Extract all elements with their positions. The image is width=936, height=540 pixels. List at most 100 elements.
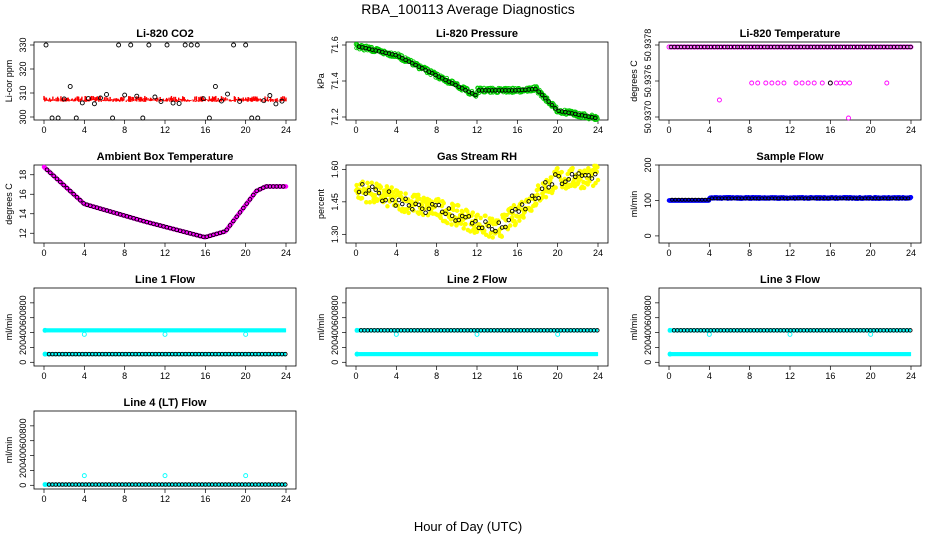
co2-avg-point	[261, 98, 267, 104]
pressure-avg-point	[536, 89, 541, 94]
x-tick-label: 20	[553, 371, 563, 381]
x-tick-label: 24	[906, 371, 916, 381]
ambient-avg-point	[247, 197, 253, 202]
y-axis-label: ml/min	[4, 314, 14, 341]
x-tick-label: 4	[707, 371, 712, 381]
pressure-avg-point	[426, 69, 432, 74]
rh-raw	[403, 191, 408, 196]
x-tick-label: 20	[866, 125, 876, 135]
co2-avg-point	[116, 42, 122, 48]
x-tick-label: 24	[593, 248, 603, 258]
rh-raw	[593, 180, 598, 186]
y-tick-label: 71.4	[330, 72, 340, 90]
co2-avg-point	[43, 42, 49, 48]
y-tick-label: 200	[18, 340, 28, 355]
rh-raw	[534, 201, 539, 207]
rh-raw	[445, 220, 450, 226]
y-tick-label: 200	[643, 157, 653, 172]
rh-raw	[364, 199, 369, 205]
temp-raw	[847, 80, 852, 86]
panel-3: Li-820 Temperature degrees C 0 4 8 12 16 20 24 50…	[629, 28, 922, 135]
x-tick-label: 12	[160, 125, 170, 135]
co2-avg-point	[49, 115, 55, 121]
y-tick-label: 400	[643, 325, 653, 340]
temp-raw	[819, 80, 825, 86]
rh-avg-point	[593, 171, 598, 177]
rh-avg-point	[519, 202, 525, 207]
ambient-avg-point	[78, 198, 83, 203]
x-tick-label: 24	[281, 125, 291, 135]
y-tick-label: 330	[18, 37, 28, 52]
y-tick-label: 600	[330, 310, 340, 325]
x-tick-label: 16	[825, 371, 835, 381]
co2-avg-point	[146, 42, 152, 48]
pressure-avg-point	[446, 79, 452, 84]
x-tick-label: 20	[241, 248, 251, 258]
rh-avg-point	[469, 220, 475, 226]
co2-avg-point	[55, 115, 61, 121]
x-tick-label: 24	[281, 248, 291, 258]
sample-avg-point	[706, 197, 711, 202]
x-tick-label: 16	[825, 125, 835, 135]
co2-avg-point	[79, 100, 85, 106]
co2-avg-point	[273, 101, 279, 107]
y-tick-label: 50.9378	[643, 29, 653, 62]
pressure-avg-point	[436, 74, 442, 79]
rh-avg-point	[400, 201, 405, 207]
ambient-avg-point	[48, 170, 53, 176]
flow-low-raw	[354, 351, 360, 357]
ambient-avg-point	[51, 173, 56, 179]
co2-avg-point	[158, 99, 164, 104]
co2-avg-point	[85, 96, 91, 102]
rh-raw	[489, 216, 495, 222]
rh-raw	[359, 195, 365, 201]
temp-raw	[755, 80, 761, 86]
rh-avg-point	[456, 217, 462, 223]
co2-avg-point	[267, 93, 273, 98]
x-tick-label: 4	[394, 371, 399, 381]
rh-raw	[448, 217, 454, 222]
rh-raw	[587, 178, 592, 184]
rh-avg-point	[536, 195, 541, 201]
rh-avg-point	[479, 225, 485, 231]
rh-avg-point	[416, 202, 422, 208]
rh-avg-point	[489, 227, 495, 232]
x-tick-label: 4	[707, 125, 712, 135]
y-tick-label: 0	[643, 360, 653, 365]
co2-avg-point	[182, 42, 188, 48]
y-tick-label: 14	[18, 209, 28, 219]
panel-title: Li-820 CO2	[136, 28, 193, 40]
co2-avg-point	[176, 101, 182, 106]
co2-avg-point	[225, 91, 230, 97]
rh-avg-point	[366, 188, 372, 193]
panel-2: Li-820 Pressure kPa 0 4 8 12 16 20 24 71.2 71.4 71.…	[316, 28, 609, 135]
y-axis-label: ml/min	[316, 314, 326, 341]
rh-avg-point	[549, 182, 555, 187]
x-tick-label: 0	[41, 371, 46, 381]
ambient-avg-point	[54, 176, 60, 182]
co2-avg-point	[128, 42, 134, 48]
rh-avg-point	[386, 189, 392, 194]
y-tick-label: 600	[643, 310, 653, 325]
rh-avg-point	[466, 214, 472, 219]
x-tick-label: 8	[747, 125, 752, 135]
pressure-avg-point	[416, 64, 422, 69]
panel-title: Sample Flow	[756, 151, 824, 163]
rh-raw	[490, 235, 495, 240]
rh-raw	[451, 207, 456, 213]
temp-raw	[811, 80, 817, 86]
panel-grid: Li-820 CO2 Li-cor ppm 0 4 8 12 16 20 24 300 310 320…	[4, 28, 922, 504]
rh-avg-point	[376, 190, 382, 196]
rh-raw	[521, 215, 526, 220]
rh-raw	[559, 169, 564, 175]
temp-avg-point	[908, 44, 913, 50]
y-tick-label: 50.9370	[643, 101, 653, 134]
temp-raw	[805, 80, 811, 86]
co2-avg-point	[219, 98, 224, 104]
figure-title: RBA_100113 Average Diagnostics	[361, 1, 575, 17]
rh-raw	[488, 230, 494, 236]
y-axis-label: Li-cor ppm	[4, 60, 14, 103]
rh-avg-point	[436, 202, 442, 208]
y-tick-label: 0	[330, 360, 340, 365]
co2-avg-point	[134, 93, 140, 99]
